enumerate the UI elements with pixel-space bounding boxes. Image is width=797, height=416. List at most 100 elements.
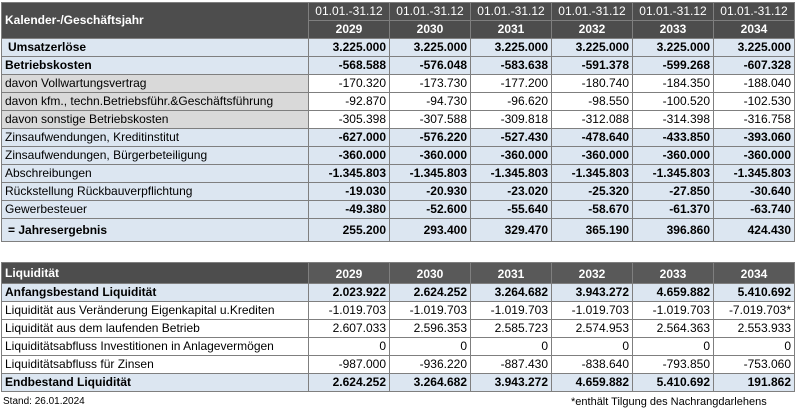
value-cell: -184.350 (632, 74, 714, 93)
value-cell: -1.345.803 (632, 164, 714, 183)
liquidity-table: Liquidität 2029 2030 2031 2032 2033 2034 Anfang… (1, 262, 795, 392)
value-cell: 424.430 (713, 218, 795, 242)
value-cell: -305.398 (308, 110, 390, 129)
table-row: davon Vollwartungsvertrag -170.320 -173.73… (1, 74, 795, 93)
value-cell: 0 (713, 337, 795, 356)
value-cell: 0 (308, 337, 390, 356)
year-header: 2032 (551, 262, 633, 284)
value-cell: 3.225.000 (713, 38, 795, 57)
value-cell: -591.378 (551, 56, 633, 75)
year-header: 2033 (632, 262, 714, 284)
value-cell: 0 (470, 337, 552, 356)
value-cell: 2.596.353 (389, 319, 471, 338)
row-label: = Jahresergebnis (1, 218, 309, 242)
value-cell: 2.023.922 (308, 283, 390, 302)
value-cell: -1.019.703 (470, 301, 552, 320)
value-cell: -1.019.703 (632, 301, 714, 320)
value-cell: -58.670 (551, 200, 633, 219)
value-cell: 3.225.000 (308, 38, 390, 57)
liquidity-title: Liquidität (1, 262, 309, 284)
value-cell: -23.020 (470, 182, 552, 201)
value-cell: -25.320 (551, 182, 633, 201)
year-header: 2029 (308, 20, 390, 39)
value-cell: -92.870 (308, 92, 390, 111)
table-row: Gewerbesteuer -49.380 -52.600 -55.640 -58.67… (1, 200, 795, 219)
value-cell: -607.328 (713, 56, 795, 75)
row-label: Zinsaufwendungen, Bürgerbeteiligung (1, 146, 309, 165)
value-cell: -360.000 (551, 146, 633, 165)
value-cell: 4.659.882 (632, 283, 714, 302)
year-header: 2030 (389, 20, 471, 39)
value-cell: -936.220 (389, 355, 471, 374)
row-label: Liquiditätsabfluss Investitionen in Anla… (1, 337, 309, 356)
row-label: Liquidität aus dem laufenden Betrieb (1, 319, 309, 338)
table-row: davon kfm., techn.Betriebsführ.&Geschäft… (1, 92, 795, 111)
value-cell: 3.264.682 (470, 283, 552, 302)
value-cell: -52.600 (389, 200, 471, 219)
value-cell: -887.430 (470, 355, 552, 374)
row-label: Anfangsbestand Liquidität (1, 283, 309, 302)
value-cell: -309.818 (470, 110, 552, 129)
value-cell: -307.588 (389, 110, 471, 129)
period-range-label: 01.01.-31.12 (470, 2, 552, 21)
liquidity-header-row: Liquidität 2029 2030 2031 2032 2033 2034 (1, 262, 795, 284)
year-header: 2029 (308, 262, 390, 284)
row-label: Endbestand Liquidität (1, 373, 309, 392)
row-label: Umsatzerlöse (1, 38, 309, 57)
value-cell: 365.190 (551, 218, 633, 242)
value-cell: -793.850 (632, 355, 714, 374)
value-cell: -96.620 (470, 92, 552, 111)
row-label: davon sonstige Betriebskosten (1, 110, 309, 129)
value-cell: -478.640 (551, 128, 633, 147)
value-cell: 396.860 (632, 218, 714, 242)
value-cell: -576.220 (389, 128, 471, 147)
period-range-label: 01.01.-31.12 (308, 2, 390, 21)
year-header: 2030 (389, 262, 471, 284)
value-cell: -1.345.803 (308, 164, 390, 183)
row-label: Rückstellung Rückbauverpflichtung (1, 182, 309, 201)
value-cell: 3.225.000 (632, 38, 714, 57)
value-cell: -576.048 (389, 56, 471, 75)
value-cell: 2.585.723 (470, 319, 552, 338)
value-cell: -173.730 (389, 74, 471, 93)
year-header: 2031 (470, 20, 552, 39)
value-cell: -7.019.703* (713, 301, 795, 320)
value-cell: 3.943.272 (551, 283, 633, 302)
year-header: 2031 (470, 262, 552, 284)
value-cell: -27.850 (632, 182, 714, 201)
value-cell: -583.638 (470, 56, 552, 75)
year-header: 2032 (551, 20, 633, 39)
table-row: Zinsaufwendungen, Bürgerbeteiligung -360.… (1, 146, 795, 165)
value-cell: 3.943.272 (470, 373, 552, 392)
value-cell: 255.200 (308, 218, 390, 242)
value-cell: 2.564.363 (632, 319, 714, 338)
value-cell: -753.060 (713, 355, 795, 374)
value-cell: -627.000 (308, 128, 390, 147)
value-cell: -312.088 (551, 110, 633, 129)
period-range-label: 01.01.-31.12 (632, 2, 714, 21)
table-row: Rückstellung Rückbauverpflichtung -19.030… (1, 182, 795, 201)
value-cell: -360.000 (308, 146, 390, 165)
value-cell: -188.040 (713, 74, 795, 93)
value-cell: -987.000 (308, 355, 390, 374)
table-row: Liquidität aus dem laufenden Betrieb 2.60… (1, 319, 795, 338)
row-label: davon Vollwartungsvertrag (1, 74, 309, 93)
value-cell: -100.520 (632, 92, 714, 111)
value-cell: 3.225.000 (389, 38, 471, 57)
header-range-row: Kalender-/Geschäftsjahr 01.01.-31.12 01.01… (1, 2, 795, 39)
value-cell: 0 (551, 337, 633, 356)
value-cell: -170.320 (308, 74, 390, 93)
row-label: davon kfm., techn.Betriebsführ.&Geschäft… (1, 92, 309, 111)
table-row: Betriebskosten -568.588 -576.048 -583.638 -5… (1, 56, 795, 75)
row-label: Gewerbesteuer (1, 200, 309, 219)
table-row: = Jahresergebnis 255.200 293.400 329.470 365… (1, 218, 795, 242)
table-row: davon sonstige Betriebskosten -305.398 -30… (1, 110, 795, 129)
table-row: Abschreibungen -1.345.803 -1.345.803 -1.345… (1, 164, 795, 183)
table-title: Kalender-/Geschäftsjahr (1, 2, 309, 39)
table-row: Liquiditätsabfluss für Zinsen -987.000 -93… (1, 355, 795, 374)
value-cell: -360.000 (389, 146, 471, 165)
period-range-label: 01.01.-31.12 (389, 2, 471, 21)
value-cell: 5.410.692 (713, 283, 795, 302)
row-label: Liquidität aus Veränderung Eigenkapital … (1, 301, 309, 320)
value-cell: -838.640 (551, 355, 633, 374)
